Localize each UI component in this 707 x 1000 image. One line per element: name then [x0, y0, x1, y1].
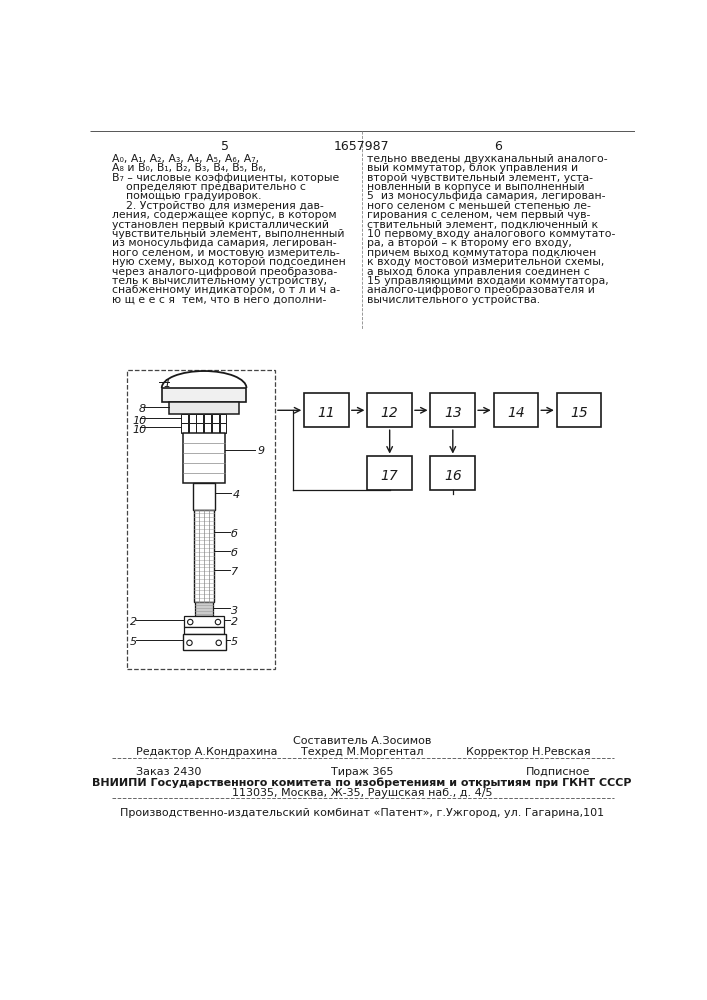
Bar	[219, 423, 226, 433]
Text: Составитель А.Зосимов: Составитель А.Зосимов	[293, 736, 431, 746]
Bar	[493, 393, 538, 427]
Text: 11: 11	[317, 406, 335, 420]
Text: 15 управляющими входами коммутатора,: 15 управляющими входами коммутатора,	[368, 276, 609, 286]
Bar	[189, 414, 196, 423]
Text: 3: 3	[231, 606, 238, 616]
Bar	[181, 414, 188, 423]
Bar	[183, 433, 225, 483]
Text: 12: 12	[381, 406, 399, 420]
Text: 5  из моносульфида самария, легирован-: 5 из моносульфида самария, легирован-	[368, 191, 606, 201]
Text: 2: 2	[130, 617, 137, 627]
Bar	[368, 456, 412, 490]
Bar	[557, 393, 602, 427]
Text: снабженному индикатором, о т л и ч а-: снабженному индикатором, о т л и ч а-	[112, 285, 340, 295]
Text: помощью градуировок.: помощью градуировок.	[112, 191, 261, 201]
Bar	[197, 423, 204, 433]
Bar	[194, 510, 214, 602]
Text: 13: 13	[444, 406, 462, 420]
Text: Корректор Н.Ревская: Корректор Н.Ревская	[466, 747, 590, 757]
Bar	[197, 414, 204, 423]
Bar	[204, 414, 211, 423]
Text: ного селеном, и мостовую измеритель-: ного селеном, и мостовую измеритель-	[112, 248, 339, 258]
Bar	[181, 423, 188, 433]
Bar	[162, 388, 247, 402]
Text: 4: 4	[233, 490, 240, 500]
Text: ю щ е е с я  тем, что в него дополни-: ю щ е е с я тем, что в него дополни-	[112, 295, 326, 305]
Bar	[204, 423, 211, 433]
Text: Техред М.Моргентал: Техред М.Моргентал	[300, 747, 423, 757]
Text: Заказ 2430: Заказ 2430	[136, 767, 201, 777]
Text: 9: 9	[257, 446, 264, 456]
Text: Редактор А.Кондрахина: Редактор А.Кондрахина	[136, 747, 278, 757]
Text: второй чувствительный элемент, уста-: второй чувствительный элемент, уста-	[368, 173, 593, 183]
Text: 2. Устройство для измерения дав-: 2. Устройство для измерения дав-	[112, 201, 324, 211]
Text: 10: 10	[132, 416, 147, 426]
Bar	[184, 627, 224, 634]
Text: ВНИИПИ Государственного комитета по изобретениям и открытиям при ГКНТ СССР: ВНИИПИ Государственного комитета по изоб…	[92, 778, 631, 788]
Text: ра, а второй – к второму его входу,: ра, а второй – к второму его входу,	[368, 238, 572, 248]
Text: 1657987: 1657987	[334, 140, 390, 153]
Text: 17: 17	[381, 469, 399, 483]
Text: чувствительный элемент, выполненный: чувствительный элемент, выполненный	[112, 229, 344, 239]
Bar	[193, 483, 215, 510]
Bar	[368, 393, 412, 427]
Text: ления, содержащее корпус, в котором: ления, содержащее корпус, в котором	[112, 210, 337, 220]
Text: Подписное: Подписное	[526, 767, 590, 777]
Text: тель к вычислительному устройству,: тель к вычислительному устройству,	[112, 276, 327, 286]
Text: 14: 14	[507, 406, 525, 420]
Text: A₈ и B₀, B₁, B₂, B₃, B₄, B₅, B₆,: A₈ и B₀, B₁, B₂, B₃, B₄, B₅, B₆,	[112, 163, 266, 173]
Text: 5: 5	[130, 637, 137, 647]
Text: тельно введены двухканальный аналого-: тельно введены двухканальный аналого-	[368, 154, 608, 164]
Text: вый коммутатор, блок управления и: вый коммутатор, блок управления и	[368, 163, 578, 173]
Bar	[127, 370, 275, 669]
Bar	[189, 423, 196, 433]
Text: 113035, Москва, Ж-35, Раушская наб., д. 4/5: 113035, Москва, Ж-35, Раушская наб., д. …	[232, 788, 492, 798]
Text: 5: 5	[231, 637, 238, 647]
Text: 1: 1	[163, 379, 170, 389]
Text: Производственно-издательский комбинат «Патент», г.Ужгород, ул. Гагарина,101: Производственно-издательский комбинат «П…	[120, 808, 604, 818]
Text: установлен первый кристаллический: установлен первый кристаллический	[112, 220, 329, 230]
Text: 15: 15	[571, 406, 588, 420]
Bar	[170, 402, 239, 414]
Text: через аналого-цифровой преобразова-: через аналого-цифровой преобразова-	[112, 267, 337, 277]
Text: 6: 6	[494, 140, 502, 153]
Text: причем выход коммутатора подключен: причем выход коммутатора подключен	[368, 248, 597, 258]
Bar	[219, 414, 226, 423]
Text: 16: 16	[444, 469, 462, 483]
Bar	[212, 414, 218, 423]
Text: аналого-цифрового преобразователя и: аналого-цифрового преобразователя и	[368, 285, 595, 295]
Text: 7: 7	[231, 567, 238, 577]
Text: 8: 8	[139, 404, 146, 414]
Text: 5: 5	[221, 140, 229, 153]
Bar	[304, 393, 349, 427]
Text: определяют предварительно с: определяют предварительно с	[112, 182, 305, 192]
Text: ную схему, выход которой подсоединен: ную схему, выход которой подсоединен	[112, 257, 346, 267]
Text: из моносульфида самария, легирован-: из моносульфида самария, легирован-	[112, 238, 337, 248]
Bar	[431, 393, 475, 427]
Text: 10: 10	[132, 425, 147, 435]
Bar	[184, 616, 224, 627]
Bar	[182, 634, 226, 650]
Bar	[195, 602, 214, 616]
Text: 2: 2	[231, 617, 238, 627]
Text: б: б	[231, 529, 238, 539]
Text: B₇ – числовые коэффициенты, которые: B₇ – числовые коэффициенты, которые	[112, 173, 339, 183]
Text: ствительный элемент, подключенный к: ствительный элемент, подключенный к	[368, 220, 598, 230]
Bar	[431, 456, 475, 490]
Text: а выход блока управления соединен с: а выход блока управления соединен с	[368, 267, 590, 277]
Text: 10 первому входу аналогового коммутато-: 10 первому входу аналогового коммутато-	[368, 229, 616, 239]
Text: A₀, A₁, A₂, A₃, A₄, A₅, A₆, A₇,: A₀, A₁, A₂, A₃, A₄, A₅, A₆, A₇,	[112, 154, 259, 164]
Bar	[212, 423, 218, 433]
Text: вычислительного устройства.: вычислительного устройства.	[368, 295, 540, 305]
Text: б: б	[231, 548, 238, 558]
Text: к входу мостовой измерительной схемы,: к входу мостовой измерительной схемы,	[368, 257, 604, 267]
Text: ного селеном с меньшей степенью ле-: ного селеном с меньшей степенью ле-	[368, 201, 591, 211]
Text: Тираж 365: Тираж 365	[331, 767, 393, 777]
Text: гирования с селеном, чем первый чув-: гирования с селеном, чем первый чув-	[368, 210, 591, 220]
Text: новленный в корпусе и выполненный: новленный в корпусе и выполненный	[368, 182, 585, 192]
